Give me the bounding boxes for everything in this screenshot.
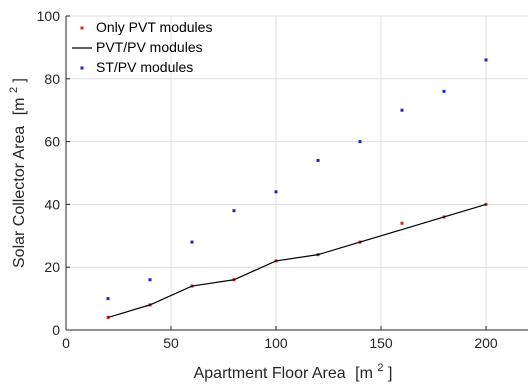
y-axis-label: Solar Collector Area [m 2 ] xyxy=(4,78,28,268)
y-tick-label: 20 xyxy=(44,259,60,275)
plot-area xyxy=(66,16,528,330)
y-axis-label-close: ] xyxy=(11,78,28,82)
y-axis-label-sup: 2 xyxy=(8,87,20,93)
axes xyxy=(65,15,528,331)
y-axis-label-text: Solar Collector Area xyxy=(11,126,28,268)
series-3 xyxy=(106,58,488,301)
legend-item: ST/PV modules xyxy=(80,59,193,75)
data-point xyxy=(400,221,404,225)
y-tick-label: 40 xyxy=(44,196,60,212)
tick-labels: 0 50 100 150 200 0 20 40 60 80 100 xyxy=(37,8,498,351)
x-tick-label: 150 xyxy=(369,335,393,351)
y-tick-label: 80 xyxy=(44,71,60,87)
legend-item: Only PVT modules xyxy=(80,19,212,35)
data-point xyxy=(358,140,362,144)
x-axis-label-text: Apartment Floor Area xyxy=(194,365,346,382)
data-point xyxy=(232,209,236,213)
grid xyxy=(66,15,528,330)
y-axis-label-unit: [m xyxy=(11,97,28,115)
legend-label: ST/PV modules xyxy=(96,59,193,75)
legend-label: Only PVT modules xyxy=(96,19,212,35)
x-tick-label: 200 xyxy=(474,335,498,351)
data-point xyxy=(316,158,320,162)
legend-label: PVT/PV modules xyxy=(96,39,203,55)
legend-swatch xyxy=(80,66,84,70)
x-tick-label: 50 xyxy=(163,335,179,351)
x-axis-label-sup: 2 xyxy=(377,362,383,374)
data-point xyxy=(484,58,488,62)
y-tick-label: 100 xyxy=(37,8,61,24)
x-tick-label: 100 xyxy=(264,335,288,351)
data-point xyxy=(148,278,152,282)
x-axis-label: Apartment Floor Area [m 2 ] xyxy=(194,358,393,382)
x-tick-label: 0 xyxy=(62,335,70,351)
series-line xyxy=(107,203,487,319)
data-point xyxy=(442,89,446,93)
series-layer xyxy=(106,58,488,319)
y-tick-label: 60 xyxy=(44,134,60,150)
y-tick-label: 0 xyxy=(52,322,60,338)
x-axis-label-close: ] xyxy=(388,365,392,382)
x-axis-label-unit: [m xyxy=(355,365,373,382)
legend-item: PVT/PV modules xyxy=(72,39,203,55)
data-point xyxy=(400,108,404,112)
legend: Only PVT modules PVT/PV modules ST/PV modu… xyxy=(72,19,212,75)
series-2 xyxy=(107,203,487,319)
data-point xyxy=(106,297,110,301)
data-point xyxy=(274,190,278,194)
legend-swatch xyxy=(80,26,84,30)
data-point xyxy=(190,240,194,244)
